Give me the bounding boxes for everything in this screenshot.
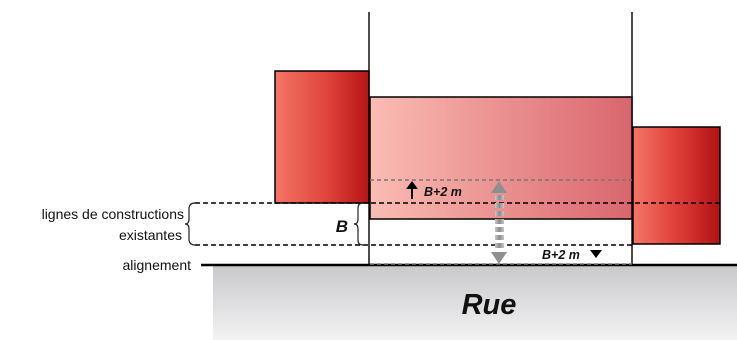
left-neighbor-building	[274, 70, 370, 204]
b-plus-2m-upper-label: B+2 m	[424, 185, 462, 199]
center-building	[369, 96, 633, 220]
building-lines-label-1: lignes de constructions	[42, 206, 184, 222]
building-lines-label-2: existantes	[119, 227, 182, 243]
street-label: Rue	[462, 289, 517, 321]
right-neighbor-building	[632, 126, 721, 245]
double-arrow-icon	[491, 181, 507, 264]
b-label: B	[336, 217, 348, 236]
alignment-label: alignement	[123, 257, 192, 273]
arrow-up-icon	[406, 181, 418, 199]
arrow-down-icon	[590, 250, 602, 258]
street-area	[213, 266, 737, 340]
b-plus-2m-lower-label: B+2 m	[542, 248, 580, 262]
building-lines-bracket	[184, 202, 196, 246]
b-bracket	[353, 202, 364, 246]
